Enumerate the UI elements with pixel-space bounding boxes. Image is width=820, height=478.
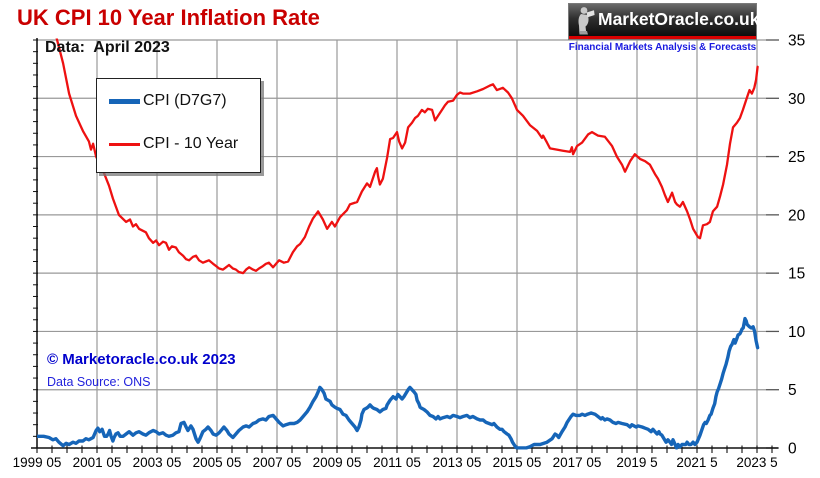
legend-swatch-cpi <box>109 98 140 104</box>
y-tick-label: 25 <box>788 149 805 166</box>
logo-red-bar <box>568 36 757 40</box>
y-tick-label: 35 <box>788 33 805 50</box>
x-tick-label: 1999 05 <box>13 455 62 470</box>
x-tick-label: 2019 5 <box>616 455 657 470</box>
legend-label-cpi-10yr: CPI - 10 Year <box>143 135 239 152</box>
legend-label-cpi: CPI (D7G7) <box>143 92 227 109</box>
y-tick-label: 30 <box>788 91 806 108</box>
legend: CPI (D7G7) CPI - 10 Year <box>96 78 261 173</box>
y-tick-label: 10 <box>788 324 806 341</box>
series-line-cpi-10yr <box>55 38 759 275</box>
y-tick-label: 5 <box>788 382 797 399</box>
x-tick-label: 2007 05 <box>253 455 302 470</box>
legend-swatch-cpi-10yr <box>109 142 140 146</box>
oracle-reader-icon <box>578 7 595 35</box>
data-source-text: Data Source: ONS <box>47 375 151 389</box>
x-tick-label: 2009 05 <box>313 455 362 470</box>
logo-text: MarketOracle.co.uk <box>598 9 760 29</box>
logo[interactable]: MarketOracle.co.uk Financial Markets Ana… <box>568 3 760 53</box>
x-tick-label: 2021 5 <box>676 455 717 470</box>
page-title: UK CPI 10 Year Inflation Rate <box>17 5 320 30</box>
x-tick-label: 2003 05 <box>133 455 182 470</box>
legend-item-cpi: CPI (D7G7) <box>109 92 227 110</box>
x-tick-label: 2023 5 <box>736 455 777 470</box>
logo-tagline: Financial Markets Analysis & Forecasts <box>568 42 757 53</box>
x-tick-label: 2011 05 <box>373 455 421 470</box>
series-line-cpi <box>37 316 760 450</box>
data-as-of-label: Data: April 2023 <box>45 39 170 56</box>
x-tick-label: 2013 05 <box>433 455 482 470</box>
logo-box: MarketOracle.co.uk <box>568 3 760 36</box>
x-tick-label: 2001 05 <box>73 455 122 470</box>
x-tick-label: 2005 05 <box>193 455 242 470</box>
legend-item-cpi-10yr: CPI - 10 Year <box>109 135 238 153</box>
y-tick-label: 0 <box>788 441 797 458</box>
x-tick-label: 2015 05 <box>493 455 542 470</box>
copyright-text: © Marketoracle.co.uk 2023 <box>47 351 236 368</box>
y-tick-label: 15 <box>788 266 805 283</box>
y-tick-label: 20 <box>788 207 806 224</box>
x-tick-label: 2017 05 <box>553 455 602 470</box>
